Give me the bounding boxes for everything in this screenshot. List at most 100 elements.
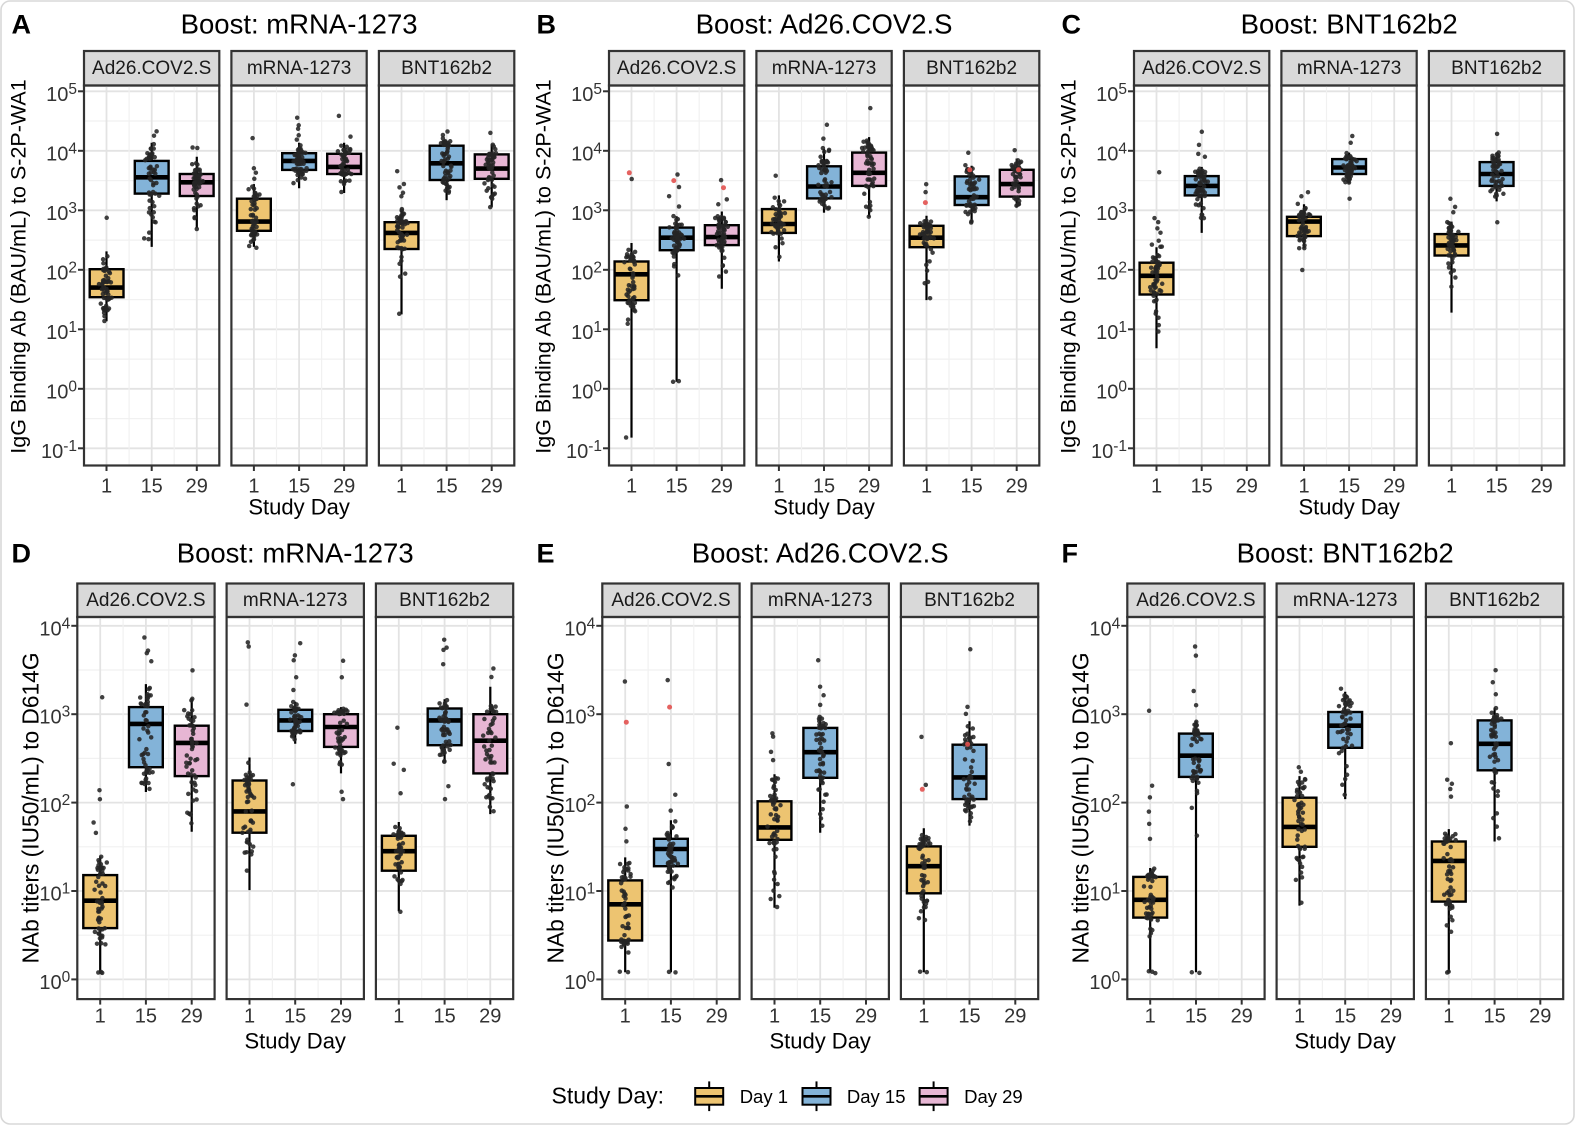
svg-text:29: 29 (711, 476, 733, 498)
svg-text:A: A (12, 10, 32, 40)
svg-text:BNT162b2: BNT162b2 (1451, 58, 1542, 79)
svg-text:Ad26.COV2.S: Ad26.COV2.S (611, 590, 730, 611)
svg-text:103: 103 (39, 704, 70, 729)
svg-text:29: 29 (855, 1006, 877, 1028)
svg-text:104: 104 (1096, 140, 1127, 165)
svg-text:15: 15 (1485, 476, 1507, 498)
svg-text:BNT162b2: BNT162b2 (924, 590, 1015, 611)
svg-text:103: 103 (564, 704, 595, 729)
svg-text:mRNA-1273: mRNA-1273 (1297, 58, 1402, 79)
svg-text:mRNA-1273: mRNA-1273 (247, 58, 352, 79)
svg-text:1: 1 (769, 1006, 780, 1028)
svg-text:1: 1 (1294, 1006, 1305, 1028)
svg-text:29: 29 (186, 476, 208, 498)
svg-text:15: 15 (1338, 476, 1360, 498)
svg-text:29: 29 (330, 1006, 352, 1028)
svg-text:15: 15 (1334, 1006, 1356, 1028)
svg-text:103: 103 (46, 200, 77, 225)
svg-text:Study Day: Study Day (1298, 495, 1400, 520)
svg-text:Ad26.COV2.S: Ad26.COV2.S (1136, 590, 1255, 611)
svg-text:Day 15: Day 15 (847, 1086, 906, 1107)
svg-text:Boost: BNT162b2: Boost: BNT162b2 (1241, 9, 1458, 40)
svg-text:mRNA-1273: mRNA-1273 (1293, 590, 1398, 611)
svg-text:Study Day: Study Day (248, 495, 350, 520)
svg-text:29: 29 (1531, 476, 1553, 498)
svg-text:29: 29 (481, 476, 503, 498)
svg-text:29: 29 (333, 476, 355, 498)
svg-text:1: 1 (393, 1006, 404, 1028)
svg-text:1: 1 (921, 476, 932, 498)
svg-text:mRNA-1273: mRNA-1273 (243, 590, 348, 611)
svg-text:100: 100 (1096, 378, 1127, 403)
svg-text:100: 100 (571, 378, 602, 403)
svg-text:mRNA-1273: mRNA-1273 (772, 58, 877, 79)
svg-text:103: 103 (1096, 200, 1127, 225)
svg-text:Ad26.COV2.S: Ad26.COV2.S (92, 58, 211, 79)
svg-text:15: 15 (960, 476, 982, 498)
svg-text:B: B (537, 10, 557, 40)
svg-text:Study Day: Study Day (1294, 1029, 1396, 1054)
svg-text:102: 102 (1096, 259, 1127, 284)
svg-text:10-1: 10-1 (566, 438, 602, 463)
svg-text:15: 15 (1483, 1006, 1505, 1028)
svg-text:101: 101 (46, 319, 77, 344)
svg-text:29: 29 (1004, 1006, 1026, 1028)
svg-text:100: 100 (564, 969, 595, 994)
svg-text:105: 105 (46, 81, 77, 106)
svg-text:15: 15 (958, 1006, 980, 1028)
svg-text:15: 15 (1185, 1006, 1207, 1028)
svg-text:29: 29 (479, 1006, 501, 1028)
svg-text:BNT162b2: BNT162b2 (401, 58, 492, 79)
svg-text:102: 102 (46, 259, 77, 284)
svg-text:15: 15 (660, 1006, 682, 1028)
svg-text:104: 104 (564, 615, 595, 640)
svg-text:F: F (1062, 539, 1079, 569)
svg-text:NAb titers (IU50/mL) to D614G: NAb titers (IU50/mL) to D614G (543, 652, 569, 963)
svg-text:29: 29 (1380, 1006, 1402, 1028)
svg-text:100: 100 (46, 378, 77, 403)
svg-text:Boost: mRNA-1273: Boost: mRNA-1273 (181, 9, 418, 40)
svg-text:104: 104 (571, 140, 602, 165)
svg-text:IgG Binding Ab (BAU/mL) to S-2: IgG Binding Ab (BAU/mL) to S-2P-WA1 (1057, 79, 1081, 453)
svg-text:Ad26.COV2.S: Ad26.COV2.S (617, 58, 736, 79)
svg-text:Boost: BNT162b2: Boost: BNT162b2 (1237, 538, 1454, 569)
svg-text:Day 29: Day 29 (964, 1086, 1023, 1107)
svg-text:101: 101 (564, 881, 595, 906)
svg-text:105: 105 (571, 81, 602, 106)
svg-text:15: 15 (1191, 476, 1213, 498)
svg-text:BNT162b2: BNT162b2 (1449, 590, 1540, 611)
svg-text:mRNA-1273: mRNA-1273 (768, 590, 873, 611)
svg-text:104: 104 (39, 615, 70, 640)
svg-text:29: 29 (1383, 476, 1405, 498)
svg-text:29: 29 (181, 1006, 203, 1028)
svg-text:15: 15 (433, 1006, 455, 1028)
svg-text:1: 1 (626, 476, 637, 498)
svg-text:102: 102 (571, 259, 602, 284)
svg-text:Study Day: Study Day (773, 495, 875, 520)
svg-text:100: 100 (39, 969, 70, 994)
svg-text:15: 15 (435, 476, 457, 498)
svg-text:Boost: mRNA-1273: Boost: mRNA-1273 (177, 538, 414, 569)
svg-text:1: 1 (1145, 1006, 1156, 1028)
svg-text:1: 1 (620, 1006, 631, 1028)
svg-text:E: E (537, 539, 555, 569)
svg-text:103: 103 (1089, 704, 1120, 729)
svg-text:1: 1 (248, 476, 259, 498)
svg-text:NAb titers (IU50/mL) to D614G: NAb titers (IU50/mL) to D614G (18, 652, 44, 963)
svg-text:D: D (12, 539, 32, 569)
svg-text:1: 1 (244, 1006, 255, 1028)
svg-text:15: 15 (135, 1006, 157, 1028)
svg-text:BNT162b2: BNT162b2 (399, 590, 490, 611)
svg-text:103: 103 (571, 200, 602, 225)
svg-text:105: 105 (1096, 81, 1127, 106)
svg-text:Ad26.COV2.S: Ad26.COV2.S (1142, 58, 1261, 79)
svg-text:1: 1 (1446, 476, 1457, 498)
svg-text:Boost: Ad26.COV2.S: Boost: Ad26.COV2.S (696, 9, 953, 40)
svg-text:101: 101 (1096, 319, 1127, 344)
svg-text:Ad26.COV2.S: Ad26.COV2.S (86, 590, 205, 611)
svg-text:15: 15 (288, 476, 310, 498)
svg-text:101: 101 (571, 319, 602, 344)
svg-text:104: 104 (1089, 615, 1120, 640)
svg-text:1: 1 (773, 476, 784, 498)
svg-text:10-1: 10-1 (1091, 438, 1127, 463)
